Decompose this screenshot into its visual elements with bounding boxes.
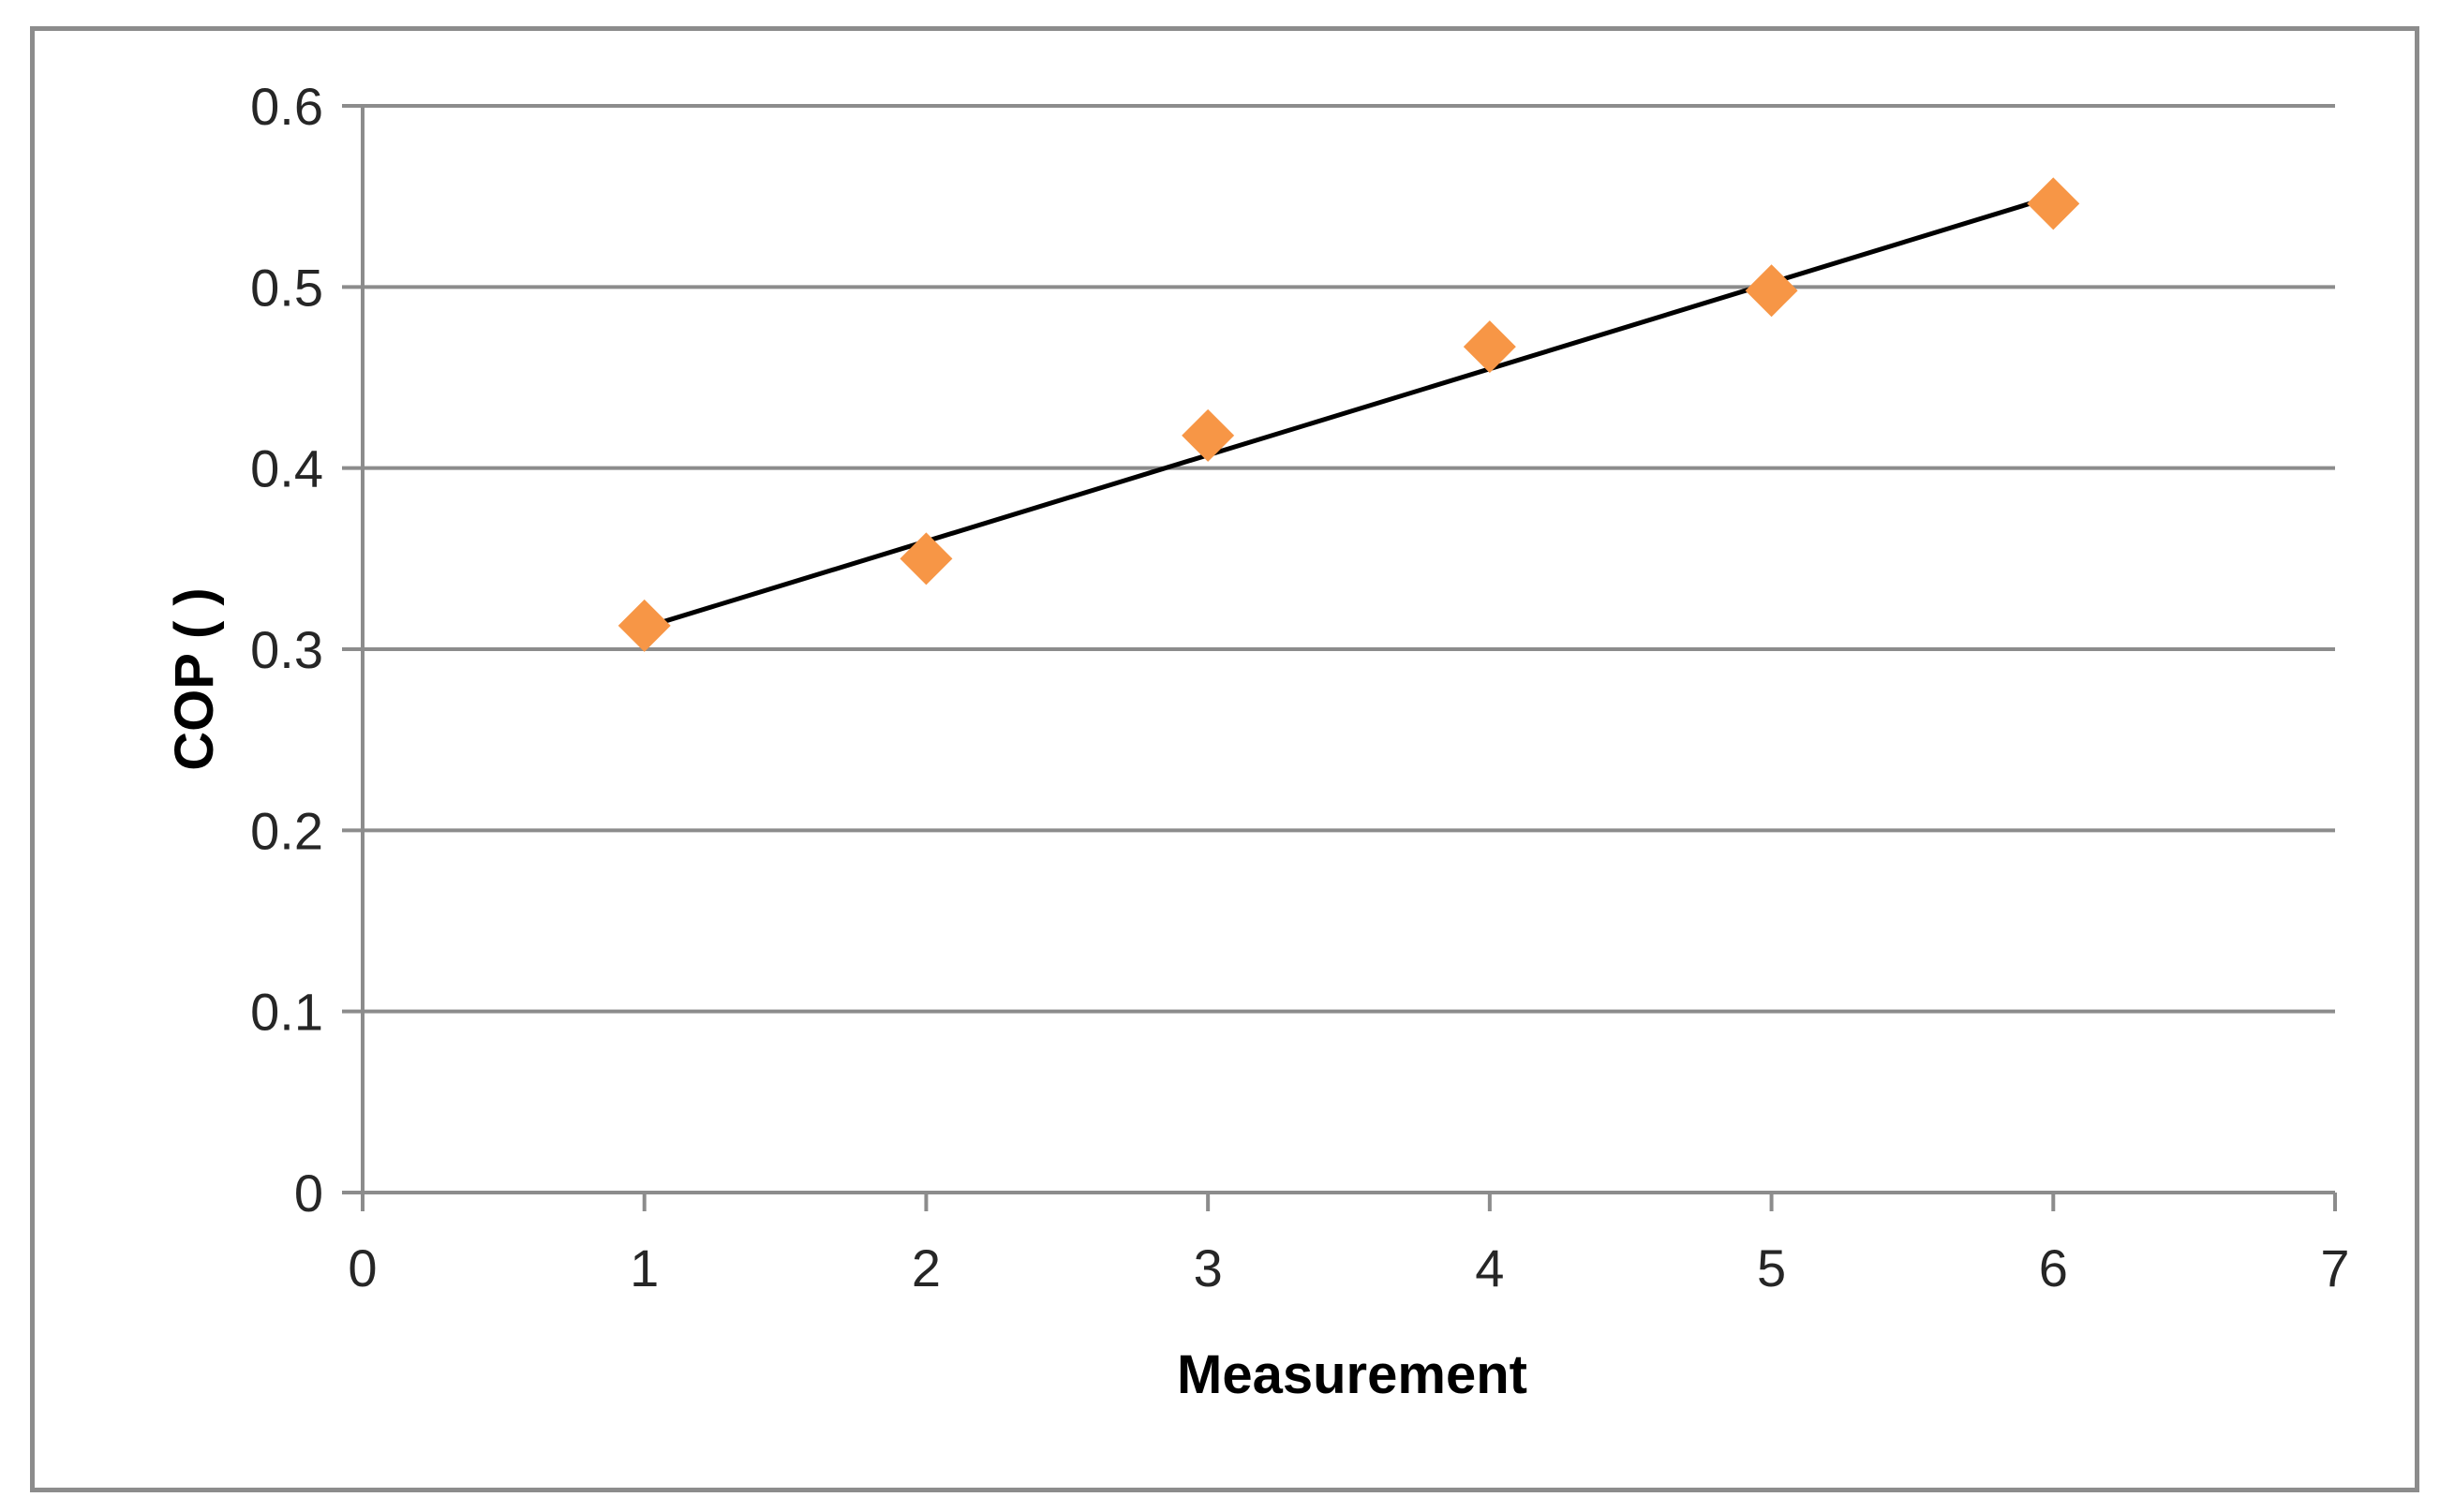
x-axis-title: Measurement bbox=[1177, 1344, 1527, 1405]
x-tick-label: 0 bbox=[348, 1238, 377, 1297]
x-tick-label: 6 bbox=[2039, 1238, 2068, 1297]
data-point-diamond bbox=[1745, 264, 1798, 318]
point-layer bbox=[617, 177, 2080, 652]
y-tick-label: 0.6 bbox=[250, 77, 323, 136]
x-tick-label: 3 bbox=[1194, 1238, 1223, 1297]
data-point-diamond bbox=[1182, 408, 1235, 462]
y-tick-label: 0.3 bbox=[250, 620, 323, 679]
y-tick-label: 0.5 bbox=[250, 258, 323, 317]
y-tick-label: 0 bbox=[294, 1164, 323, 1223]
y-axis-title: COP ( ) bbox=[164, 587, 225, 771]
y-tick-label: 0.2 bbox=[250, 801, 323, 860]
x-tick-label: 2 bbox=[912, 1238, 941, 1297]
x-tick-label: 5 bbox=[1757, 1238, 1786, 1297]
grid-layer bbox=[363, 104, 2335, 1014]
trend-layer bbox=[643, 194, 2055, 630]
data-point-diamond bbox=[1463, 320, 1516, 374]
data-point-diamond bbox=[617, 599, 671, 652]
x-tick-label: 4 bbox=[1475, 1238, 1504, 1297]
label-layer: 0 0.1 0.2 0.3 0.4 0.5 0.6 0 1 2 3 4 5 6 7 bbox=[250, 77, 2349, 1297]
axis-layer bbox=[342, 104, 2337, 1211]
data-point-diamond bbox=[2027, 177, 2080, 230]
chart-svg: 00.10.20.30.40.50.60 1 2 3 4 5 6 7 Measurement … bbox=[164, 77, 2350, 1405]
x-tick-label: 1 bbox=[630, 1238, 659, 1297]
x-tick-label: 7 bbox=[2320, 1238, 2349, 1297]
data-point-diamond bbox=[900, 532, 953, 586]
y-tick-label: 0.4 bbox=[250, 439, 323, 498]
trendline bbox=[643, 194, 2055, 630]
chart-frame: 0 0.1 0.2 0.3 0.4 0.5 0.6 0 1 2 3 4 5 6 7 Measurement … bbox=[30, 26, 2419, 1492]
y-tick-label: 0.1 bbox=[250, 983, 323, 1042]
